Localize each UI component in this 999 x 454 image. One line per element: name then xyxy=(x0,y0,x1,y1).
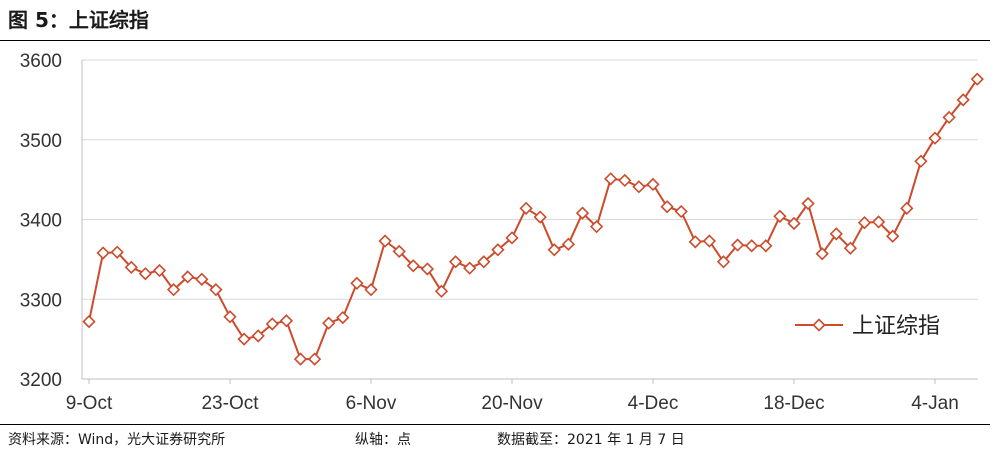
x-tick-label: 20-Nov xyxy=(481,393,543,414)
data-point xyxy=(674,204,688,219)
data-point xyxy=(124,260,138,274)
y-axis-ticks: 3200 3300 3400 3500 3600 xyxy=(20,51,62,391)
figure-title: 图 5：上证综指 xyxy=(8,8,149,32)
data-point xyxy=(928,131,942,145)
data-point xyxy=(96,246,110,260)
data-point xyxy=(505,231,519,245)
data-point xyxy=(279,314,294,328)
data-point xyxy=(519,201,533,215)
data-point xyxy=(307,352,322,366)
data-point xyxy=(237,332,251,346)
y-tick-label: 3300 xyxy=(20,290,62,311)
data-point xyxy=(434,284,449,298)
legend: 上证综指 xyxy=(795,314,940,339)
data-point xyxy=(251,329,265,343)
data-point xyxy=(477,255,491,269)
data-point xyxy=(900,201,914,215)
y-tick-label: 3500 xyxy=(20,131,62,152)
data-point xyxy=(448,255,463,269)
data-point xyxy=(138,267,153,281)
y-tick-label: 3200 xyxy=(20,370,62,391)
data-point xyxy=(589,220,604,234)
legend-label: 上证综指 xyxy=(852,314,940,339)
data-point xyxy=(660,200,674,214)
data-point xyxy=(843,241,858,255)
data-point xyxy=(942,110,956,125)
data-point xyxy=(970,72,984,86)
data-point xyxy=(364,283,378,297)
data-point xyxy=(871,215,886,229)
data-point xyxy=(209,283,223,297)
data-point xyxy=(815,247,829,261)
data-point xyxy=(420,262,435,276)
data-point xyxy=(547,243,561,257)
data-point xyxy=(533,210,547,224)
data-point xyxy=(646,177,660,192)
x-axis: 9-Oct 23-Oct 6-Nov 20-Nov 4-Dec 18-Dec 4-Jan xyxy=(66,60,978,414)
title-rule xyxy=(0,40,990,41)
axis-unit-note: 纵轴：点 xyxy=(355,432,411,448)
data-point xyxy=(618,173,632,188)
source-note: 资料来源：Wind，光大证券研究所 xyxy=(8,432,226,448)
data-point xyxy=(787,216,801,231)
data-point xyxy=(110,245,124,259)
data-point xyxy=(730,238,745,252)
data-point xyxy=(716,255,731,269)
data-point xyxy=(406,259,420,273)
data-point xyxy=(392,244,406,259)
data-point xyxy=(575,206,590,220)
data-point xyxy=(886,229,900,243)
series-group xyxy=(82,72,984,366)
x-tick-label: 18-Dec xyxy=(763,393,824,414)
data-point xyxy=(688,235,702,249)
data-point xyxy=(336,310,350,325)
data-point xyxy=(265,317,279,331)
data-point xyxy=(350,276,364,290)
data-point xyxy=(223,310,237,324)
data-point xyxy=(632,180,646,194)
data-point xyxy=(914,154,928,168)
data-point xyxy=(322,316,336,330)
data-point xyxy=(181,270,195,284)
data-point xyxy=(956,93,970,107)
data-point xyxy=(801,196,815,211)
y-tick-label: 3400 xyxy=(20,211,62,232)
data-point xyxy=(195,272,209,286)
x-tick-label: 4-Dec xyxy=(628,393,679,414)
data-point xyxy=(829,227,843,241)
x-tick-label: 9-Oct xyxy=(66,393,113,414)
data-point xyxy=(702,234,717,248)
x-tick-label: 4-Jan xyxy=(911,393,959,414)
data-date-note: 数据截至：2021 年 1 月 7 日 xyxy=(497,432,685,448)
y-tick-label: 3600 xyxy=(20,51,62,72)
data-point xyxy=(759,239,773,253)
data-point xyxy=(378,234,392,248)
data-point xyxy=(604,172,618,186)
x-tick-label: 6-Nov xyxy=(346,393,397,414)
data-point xyxy=(491,243,505,257)
data-point xyxy=(166,283,181,297)
data-point xyxy=(745,239,759,253)
series-line xyxy=(88,78,979,361)
grid-lines xyxy=(82,59,978,300)
data-point xyxy=(82,314,96,329)
data-point xyxy=(561,237,576,251)
x-tick-label: 23-Oct xyxy=(201,393,259,414)
data-point xyxy=(773,209,787,223)
footer-rule xyxy=(0,424,990,425)
data-point xyxy=(152,263,167,278)
legend-marker xyxy=(812,318,826,332)
data-point xyxy=(293,352,308,366)
data-point xyxy=(857,216,872,230)
data-point xyxy=(463,261,477,275)
